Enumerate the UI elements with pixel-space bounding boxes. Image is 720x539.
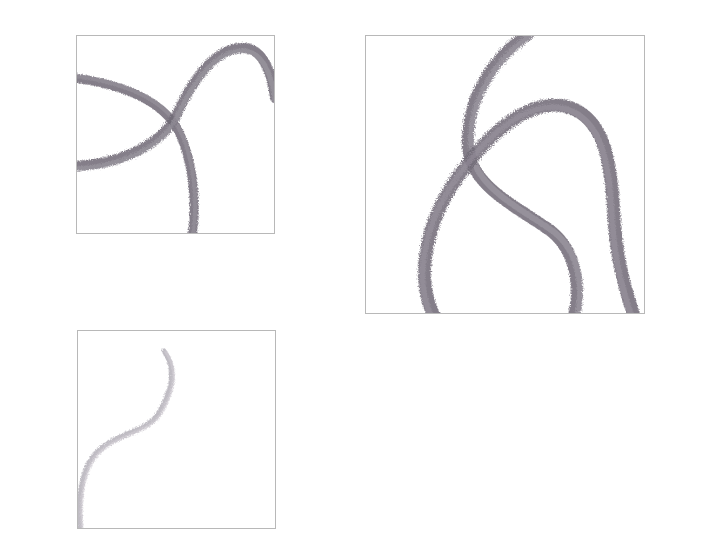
- sketch-canvas: [77, 42, 274, 233]
- pencil-stroke: [418, 98, 640, 313]
- pencil-stroke: [78, 348, 174, 528]
- pencil-stroke: [461, 36, 583, 313]
- sketch-canvas: [78, 348, 175, 528]
- sketch-panel-bottom-left: [77, 330, 276, 529]
- sketch-panel-top-left: [76, 35, 275, 234]
- sketch-canvas: [418, 36, 640, 313]
- pencil-stroke: [77, 42, 274, 171]
- sketch-panel-top-right: [365, 35, 645, 314]
